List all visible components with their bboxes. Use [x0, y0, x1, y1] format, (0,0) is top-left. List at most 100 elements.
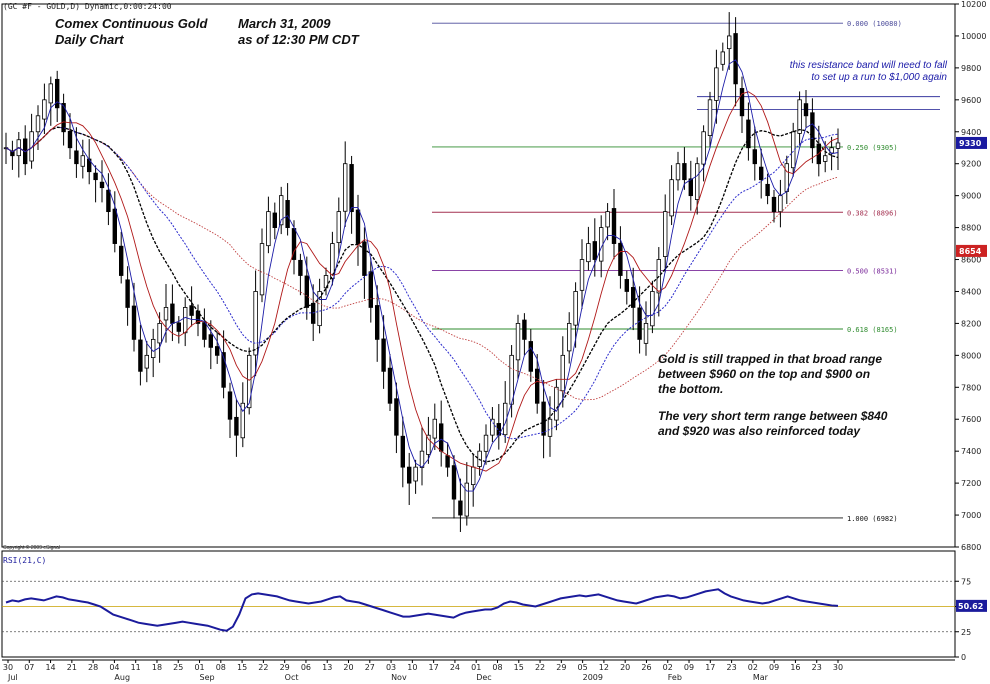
price-bar-body — [74, 150, 79, 165]
x-tick-label: 17 — [429, 663, 439, 672]
price-bar-body — [246, 354, 252, 409]
price-bar-body — [470, 466, 476, 486]
price-bar-body — [746, 119, 751, 149]
short-range-note-line-1: The very short term range between $840 — [658, 409, 888, 423]
price-bar-body — [394, 398, 399, 436]
price-bar-body — [605, 211, 610, 228]
y-tick-label: 7800 — [961, 383, 981, 392]
price-bar-body — [669, 179, 674, 217]
fib-level-label: 1.000 (6982) — [847, 515, 898, 523]
x-tick-label: 08 — [492, 663, 502, 672]
range-note-line-1: Gold is still trapped in that broad rang… — [658, 352, 883, 366]
price-bar-body — [445, 455, 450, 468]
price-bar-body — [266, 211, 271, 247]
price-tag-label: 9330 — [959, 139, 982, 148]
price-bar-body — [253, 291, 258, 356]
price-bar-body — [675, 163, 681, 181]
price-bar-body — [464, 482, 469, 517]
resistance-annotation: this resistance band will need to fall t… — [700, 60, 947, 84]
price-panel: 0.000 (10080) 0.250 (9305) 0.382 (8896) 0.5… — [1, 3, 956, 548]
fib-level-label: 0.250 (9305) — [847, 144, 898, 152]
price-bar-body — [355, 209, 361, 244]
price-bar-body — [835, 142, 841, 149]
price-bar-body — [157, 323, 162, 344]
rsi-panel-frame — [1, 550, 956, 658]
x-tick-label: 30 — [833, 663, 843, 672]
rsi-y-tick-label: 25 — [961, 628, 971, 637]
price-bar-body — [182, 307, 188, 334]
price-bar-body — [80, 155, 85, 167]
price-bar-body — [432, 418, 437, 439]
price-bar-body — [48, 83, 53, 104]
x-month-label: 2009 — [583, 673, 603, 682]
x-tick-label: 03 — [386, 663, 396, 672]
price-bar-body — [541, 401, 546, 436]
price-bar-body — [278, 195, 284, 226]
x-tick-label: 26 — [641, 663, 651, 672]
price-bar-body — [336, 211, 341, 243]
rsi-label: RSI(21,C) — [3, 556, 47, 565]
x-tick-label: 22 — [535, 663, 545, 672]
x-tick-label: 16 — [790, 663, 800, 672]
price-bar-body — [208, 334, 213, 348]
x-tick-label: 02 — [748, 663, 758, 672]
price-bar-body — [483, 434, 489, 452]
fib-level-label: 0.618 (8165) — [847, 326, 898, 334]
rsi-y-tick-label: 0 — [961, 653, 966, 662]
price-bar-body — [67, 130, 73, 149]
fib-level-label: 0.382 (8896) — [847, 209, 898, 217]
copyright-text: Copyright © 2009 eSignal — [3, 545, 61, 551]
price-bar-body — [163, 307, 169, 321]
date-line-2: as of 12:30 PM CDT — [238, 32, 359, 47]
price-bar-body — [176, 322, 181, 332]
resistance-annotation-line-2: to set up a run to $1,000 again — [811, 72, 947, 83]
price-bar-body — [214, 346, 220, 356]
x-month-label: Oct — [285, 673, 299, 682]
title-line-1: Comex Continuous Gold — [55, 16, 208, 31]
y-tick-label: 9000 — [961, 192, 981, 201]
price-bar-body — [374, 305, 380, 340]
x-tick-label: 10 — [407, 663, 417, 672]
y-tick-label: 7400 — [961, 447, 981, 456]
x-tick-label: 15 — [514, 663, 524, 672]
price-bar-body — [560, 354, 565, 392]
x-tick-label: 25 — [173, 663, 183, 672]
price-bar-body — [528, 341, 533, 372]
price-bar-body — [707, 99, 713, 137]
price-bar-body — [522, 319, 527, 340]
x-tick-label: 01 — [471, 663, 481, 672]
price-bar-body — [554, 386, 559, 421]
price-bar-body — [682, 163, 687, 181]
price-bar-body — [93, 172, 98, 181]
price-bar-body — [586, 243, 591, 263]
x-tick-label: 29 — [556, 663, 566, 672]
price-bar-body — [579, 259, 585, 291]
price-bar-body — [227, 391, 233, 420]
price-bar-body — [387, 367, 393, 404]
x-tick-label: 09 — [769, 663, 779, 672]
x-tick-label: 14 — [45, 663, 55, 672]
price-bar-body — [317, 291, 322, 327]
ma-fast-line — [5, 59, 839, 492]
x-tick-label: 24 — [450, 663, 460, 672]
y-tick-label: 7000 — [961, 511, 981, 520]
price-bar-body — [752, 149, 757, 165]
price-bar-body — [99, 181, 105, 189]
y-tick-label: 8200 — [961, 319, 981, 328]
rsi-line — [5, 588, 839, 632]
price-bar-body — [170, 303, 175, 324]
x-tick-label: 02 — [663, 663, 673, 672]
ma-black-line — [5, 126, 839, 463]
x-tick-label: 13 — [322, 663, 332, 672]
x-tick-label: 05 — [578, 663, 588, 672]
price-bar-body — [259, 243, 265, 296]
x-tick-label: 29 — [280, 663, 290, 672]
price-bar-body — [631, 287, 636, 308]
price-bar-body — [400, 435, 405, 468]
range-note-line-3: the bottom. — [658, 382, 724, 396]
x-tick-label: 07 — [24, 663, 34, 672]
chart-date: March 31, 2009 as of 12:30 PM CDT — [238, 16, 359, 48]
price-bar-body — [189, 305, 194, 316]
x-tick-label: 27 — [365, 663, 375, 672]
price-panel-frame — [1, 3, 956, 548]
